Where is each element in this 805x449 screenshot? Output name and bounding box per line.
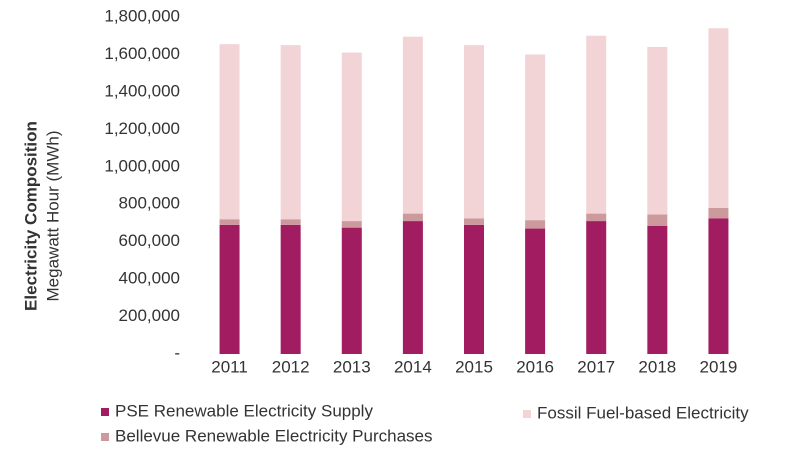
bar-segment [280, 219, 301, 225]
legend-label: Fossil Fuel-based Electricity [537, 403, 749, 422]
bar-segment [219, 224, 240, 354]
bar-segment [647, 214, 668, 226]
legend-label: Bellevue Renewable Electricity Purchases [115, 426, 433, 445]
legend-label: PSE Renewable Electricity Supply [115, 401, 373, 420]
y-tick-label: 1,200,000 [104, 119, 180, 138]
bar-segment [280, 45, 301, 220]
y-tick-label: 1,800,000 [104, 6, 180, 25]
bar-segment [708, 207, 729, 219]
bar-segment [647, 46, 668, 215]
bar-segment [586, 35, 607, 214]
y-axis-title-unit: Megawatt Hour (MWh) [43, 131, 62, 302]
y-tick-label: 1,600,000 [104, 44, 180, 63]
bar-segment [402, 213, 423, 222]
bar-segment [525, 54, 546, 221]
y-tick-label: 800,000 [119, 194, 180, 213]
y-axis-title: Electricity Composition Megawatt Hour (M… [21, 121, 62, 311]
bar-segment [586, 221, 607, 354]
bar-segment [219, 219, 240, 225]
x-tick-label: 2016 [516, 357, 554, 376]
x-tick-label: 2011 [211, 357, 248, 376]
y-tick-label: - [174, 343, 180, 362]
bar-segment [341, 52, 362, 222]
y-tick-label: 400,000 [119, 269, 180, 288]
bar-segment [586, 213, 607, 222]
bar-segment [525, 228, 546, 354]
x-tick-label: 2013 [333, 357, 371, 376]
y-axis-title-bold: Electricity Composition [21, 121, 40, 311]
bar-segment [708, 28, 729, 208]
bar-segment [219, 44, 240, 220]
y-tick-label: 600,000 [119, 231, 180, 250]
x-tick-label: 2017 [577, 357, 615, 376]
bar-segment [464, 224, 484, 354]
x-tick-label: 2015 [455, 357, 493, 376]
y-tick-label: 200,000 [119, 306, 180, 325]
bar-segment [464, 218, 484, 225]
x-tick-label: 2012 [272, 357, 310, 376]
y-tick-label: 1,000,000 [104, 156, 180, 175]
x-tick-label: 2014 [394, 357, 432, 376]
bar-segment [402, 36, 423, 214]
bar-segment [647, 225, 668, 354]
x-tick-label: 2019 [700, 357, 738, 376]
y-tick-label: 1,400,000 [104, 81, 180, 100]
bar-segment [341, 227, 362, 354]
x-tick-label: 2018 [638, 357, 676, 376]
legend-swatch [101, 408, 109, 416]
bar-segment [525, 220, 546, 229]
legend-swatch [101, 433, 109, 441]
bar-segment [708, 218, 729, 354]
bar-segment [464, 45, 484, 219]
legend-swatch [523, 410, 531, 418]
bar-segment [280, 224, 301, 354]
bar-segment [402, 221, 423, 354]
bar-segment [341, 221, 362, 228]
